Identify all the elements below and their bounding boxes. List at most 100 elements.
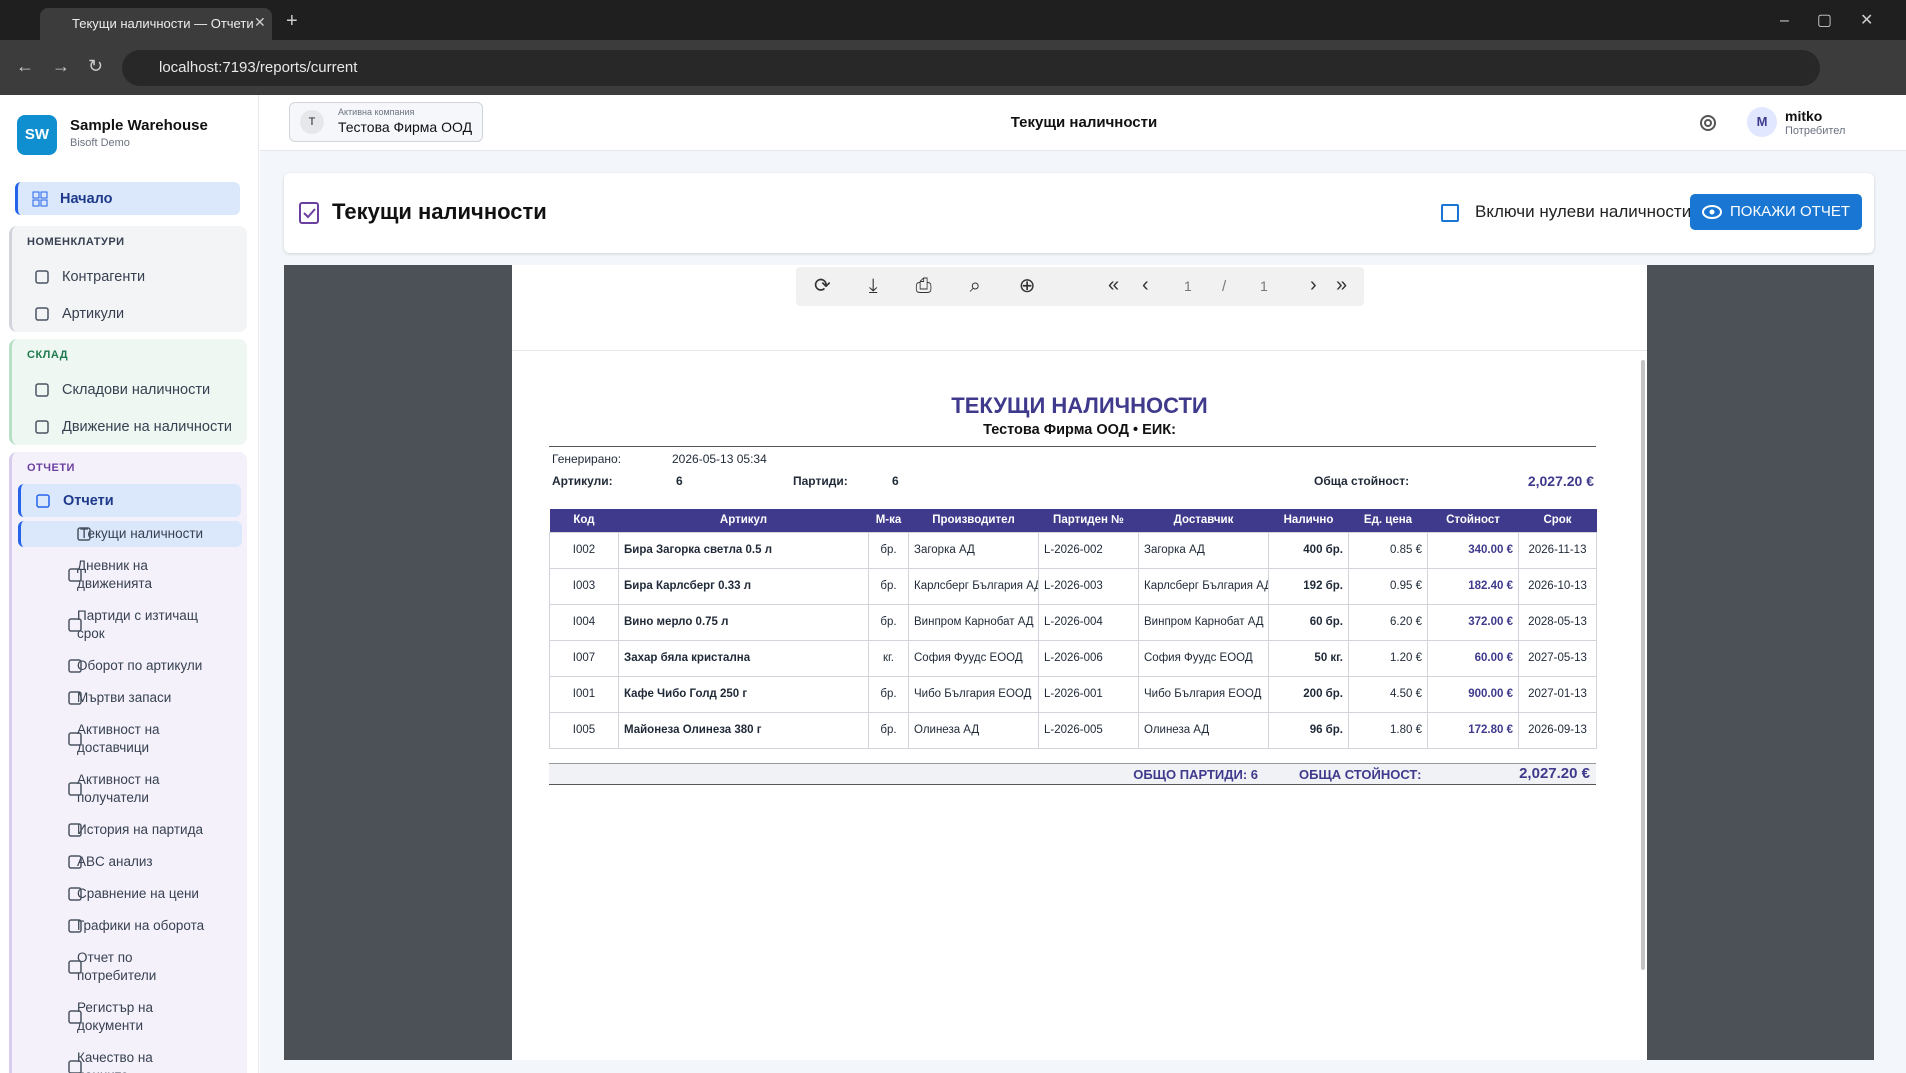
cell: 2026-10-13	[1518, 567, 1597, 605]
page-title: Текущи наличности	[1010, 114, 1158, 131]
label: Складови наличности	[62, 381, 211, 398]
nav-item[interactable]: Артикули	[12, 295, 247, 332]
nav-item[interactable]: Контрагенти	[12, 258, 247, 295]
nav-item[interactable]: Движение на наличности	[12, 408, 247, 445]
nav-subitem[interactable]: Сравнение на цени	[12, 878, 242, 910]
label: Начало	[60, 190, 113, 207]
label: Отчети	[63, 492, 114, 509]
footer-total-value: 2,027.20 €	[1412, 765, 1590, 782]
nav-buttons[interactable]: ←→↻	[16, 56, 122, 76]
nav-subitem[interactable]: Текущи наличности	[18, 521, 242, 547]
nav-subitem[interactable]: Качество на данните	[12, 1042, 242, 1073]
window-controls[interactable]: –▢✕	[1780, 12, 1902, 29]
report-icon	[299, 202, 319, 224]
cell: L-2026-003	[1038, 567, 1139, 605]
new-tab[interactable]: +	[286, 10, 298, 32]
column-header: Налично	[1268, 509, 1349, 532]
label: Активност на получатели	[77, 772, 160, 805]
icon	[77, 527, 91, 541]
toolbar-buttons[interactable]: ⟳⤓⎙⌕⊕	[814, 275, 1074, 297]
cell: 0.95 €	[1348, 567, 1428, 605]
footer-total-label: ОБЩА СТОЙНОСТ:	[1299, 767, 1422, 782]
label: Сравнение на цени	[77, 886, 199, 901]
header-row: Код Артикул М-ка Производител Партиден № Дост…	[549, 509, 1597, 532]
cell: Бира Карлсберг 0.33 л	[618, 567, 869, 605]
total-value-text: 2,027.20 €	[1527, 473, 1594, 489]
page-current[interactable]: 1	[1184, 278, 1192, 294]
user-name: mitko	[1785, 108, 1823, 124]
checkbox[interactable]	[1441, 204, 1459, 222]
prev-page[interactable]: ‹	[1142, 274, 1149, 296]
last-page[interactable]: »	[1336, 274, 1348, 296]
cell: 2027-05-13	[1518, 639, 1597, 677]
section-title: НОМЕНКЛАТУРИ	[27, 236, 125, 248]
tab-close[interactable]: ✕	[254, 14, 266, 30]
viewer-toolbar: ⟳⤓⎙⌕⊕ « ‹ 1 / 1 › »	[796, 267, 1364, 306]
show-report-button[interactable]: ПОКАЖИ ОТЧЕТ	[1690, 194, 1862, 230]
nav-subitem[interactable]: История на партида	[12, 814, 242, 846]
nav-section: СКЛАД Складови наличности Движение на нали…	[9, 339, 247, 445]
cell: Бира Загорка светла 0.5 л	[618, 531, 869, 569]
cell: 172.80 €	[1427, 711, 1519, 749]
user-avatar[interactable]: M	[1747, 107, 1777, 137]
cell: I005	[549, 711, 619, 749]
cell: бр.	[868, 531, 909, 569]
nav-subitem[interactable]: Отчет по потребители	[12, 942, 242, 992]
label: Оборот по артикули	[77, 658, 203, 673]
label: Партиди с изтичащ срок	[77, 608, 198, 641]
nav-home[interactable]: Начало	[15, 182, 240, 215]
report-title: ТЕКУЩИ НАЛИЧНОСТИ	[951, 393, 1208, 418]
icon	[68, 855, 82, 869]
cell: Кафе Чибо Голд 250 г	[618, 675, 869, 713]
nav-subitem[interactable]: ABC анализ	[12, 846, 242, 878]
report-card: Текущи наличности Включи нулеви наличнос…	[284, 173, 1874, 253]
browser-tab[interactable]: Текущи наличности — Отчети	[40, 8, 272, 40]
articles-value: 6	[676, 474, 683, 488]
label: История на партида	[77, 822, 203, 837]
nav-subitem[interactable]: Активност на доставчици	[12, 714, 242, 764]
cell: Вино мерло 0.75 л	[618, 603, 869, 641]
nav-item[interactable]: Складови наличности	[12, 371, 247, 408]
cell: Захар бяла кристална	[618, 639, 869, 677]
report-subtitle: Тестова Фирма ООД • ЕИК:	[983, 422, 1176, 438]
cell: Карлсберг България АД	[908, 567, 1039, 605]
cell: Чибо България ЕООД	[908, 675, 1039, 713]
cell: 96 бр.	[1268, 711, 1349, 749]
cell: Карлсберг България АД	[1138, 567, 1269, 605]
cell: София Фуудс ЕООД	[1138, 639, 1269, 677]
cell: София Фуудс ЕООД	[908, 639, 1039, 677]
generated-value: 2026-05-13 05:34	[672, 452, 767, 466]
icon	[35, 419, 49, 434]
nav-subitem[interactable]: Мъртви запаси	[12, 682, 242, 714]
nav-subitem[interactable]: Регистър на документи	[12, 992, 242, 1042]
cell: 0.85 €	[1348, 531, 1428, 569]
label: ABC анализ	[77, 854, 153, 869]
page-separator: /	[1222, 278, 1227, 295]
cell: 2026-11-13	[1518, 531, 1597, 569]
nav-subitem[interactable]: Графики на оборота	[12, 910, 242, 942]
cell: 2026-09-13	[1518, 711, 1597, 749]
cell: 1.80 €	[1348, 711, 1428, 749]
footer-row	[549, 763, 1596, 785]
company-label: Активна компания	[338, 107, 415, 117]
nav-subitem[interactable]: Оборот по артикули	[12, 650, 242, 682]
brand: Sample Warehouse	[70, 117, 208, 134]
footer-batches-text: ОБЩО ПАРТИДИ: 6	[1133, 767, 1258, 782]
settings-icon[interactable]	[1697, 112, 1719, 134]
cell: 182.40 €	[1427, 567, 1519, 605]
nav-group[interactable]: Отчети	[18, 484, 241, 517]
cell: 2027-01-13	[1518, 675, 1597, 713]
generated-label: Генерирано:	[552, 452, 622, 466]
nav-subitem[interactable]: Партиди с изтичащ срок	[12, 600, 242, 650]
url[interactable]: localhost:7193/reports/current	[122, 50, 1820, 86]
label: Отчет по потребители	[77, 950, 157, 983]
nav-subitem[interactable]: Дневник на движенията	[12, 550, 242, 600]
app-header: Т Активна компания Тестова Фирма ООД Тек…	[260, 95, 1906, 151]
first-page[interactable]: «	[1108, 274, 1120, 296]
next-page[interactable]: ›	[1310, 274, 1317, 296]
checkbox-label[interactable]: Включи нулеви наличности	[1475, 202, 1692, 221]
label: Дневник на движенията	[77, 558, 152, 591]
cell: бр.	[868, 603, 909, 641]
footer-total-value-text: 2,027.20 €	[1519, 765, 1590, 782]
nav-subitem[interactable]: Активност на получатели	[12, 764, 242, 814]
